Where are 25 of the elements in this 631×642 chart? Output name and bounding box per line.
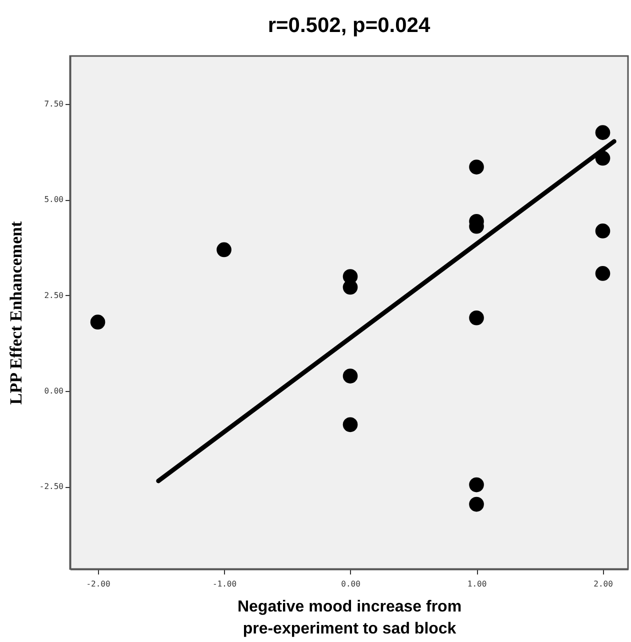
y-tick-label: 5.00 [44,195,64,204]
point [469,477,484,492]
x-tick-label: 2.00 [594,580,614,588]
point [469,160,484,174]
point [90,314,106,330]
x-tick-label: 1.00 [467,580,487,588]
point [342,417,358,432]
y-tick-label: -2.50 [39,482,64,492]
x-tick-label: -2.00 [86,580,110,588]
chart-title: r=0.502, p=0.024 [268,14,430,37]
point [595,125,610,140]
x-tick-label: 0.00 [341,580,361,588]
point [216,242,232,258]
point [595,224,610,238]
y-tick-label: 7.50 [44,99,64,108]
point [469,310,484,326]
point [595,266,610,281]
y-axis-title: LPP Effect Enhancement [6,221,26,405]
point [342,368,358,384]
x-tick-label: -1.00 [212,580,237,588]
point [342,280,358,295]
y-tick-label: 0.00 [44,386,64,396]
x-axis-title: Negative mood increase from pre-experiment to sad block [237,598,462,638]
y-tick-label: 2.50 [44,290,64,300]
point [469,496,484,512]
